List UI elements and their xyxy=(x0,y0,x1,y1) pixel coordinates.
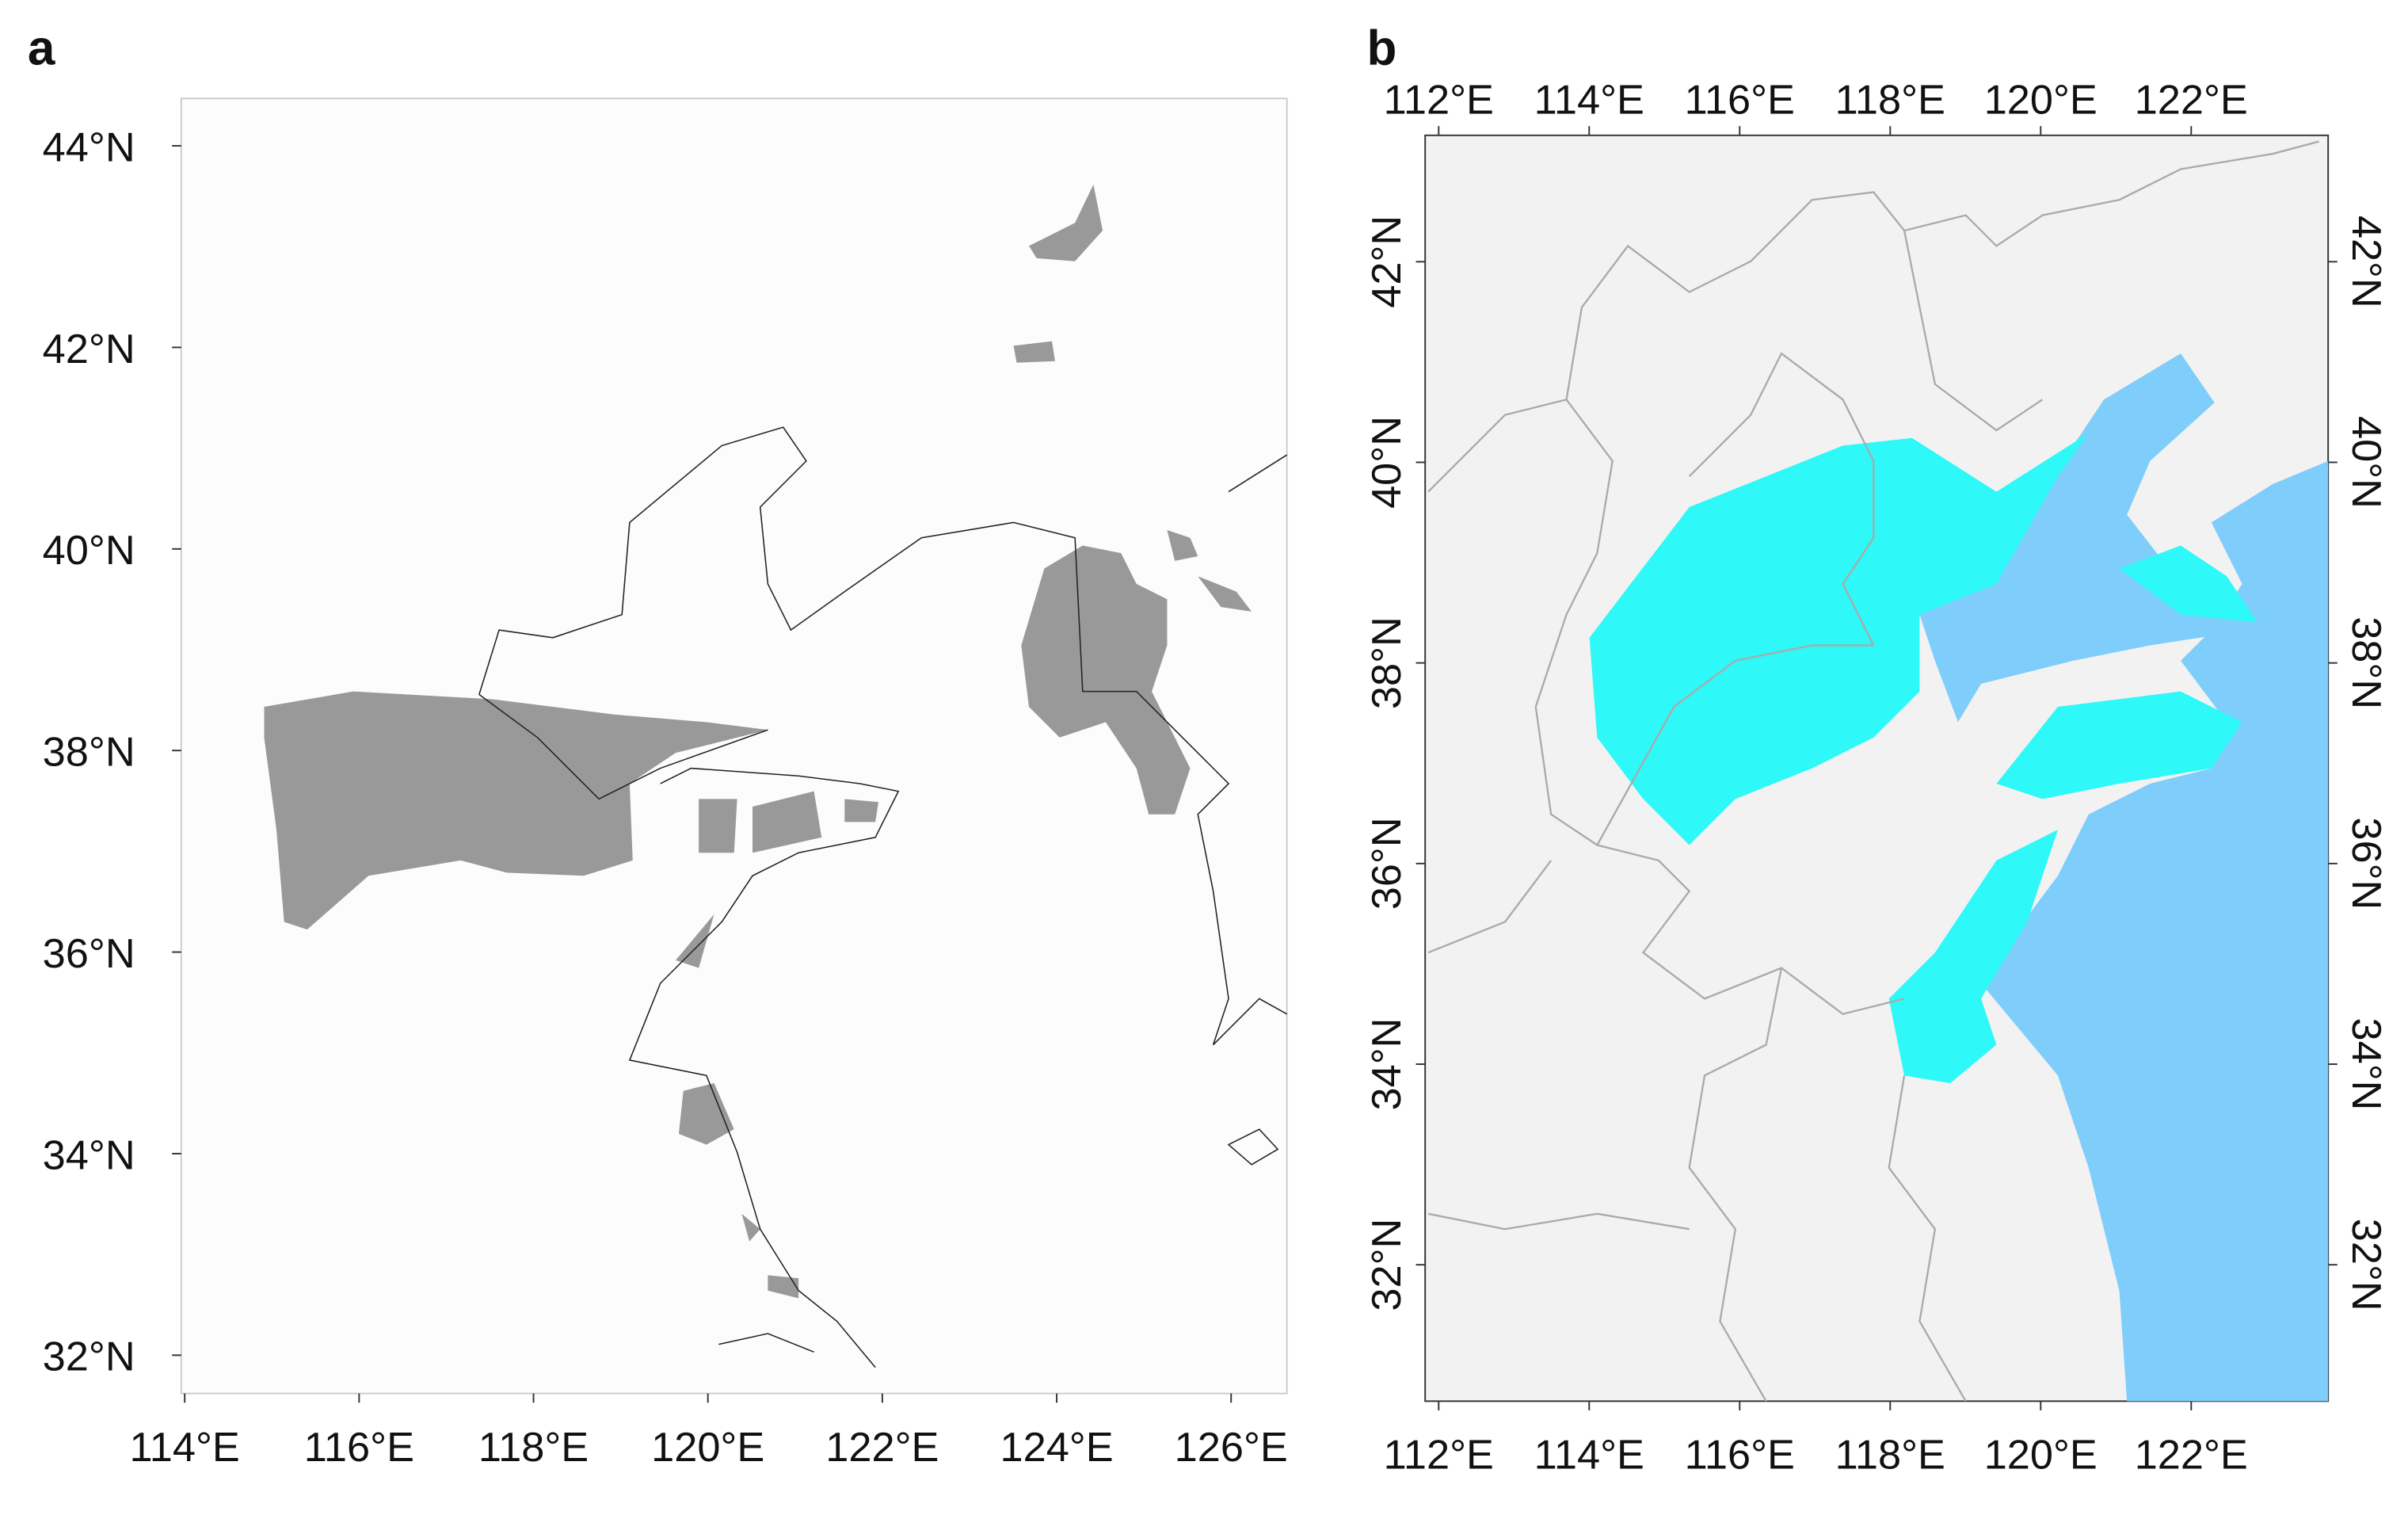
panel-label: b xyxy=(1367,21,1397,76)
y-tick-label: 32°N xyxy=(1364,1219,1410,1311)
x-tick-label: 120°E xyxy=(1984,78,2097,124)
province-borders xyxy=(1427,140,2319,1402)
x-tick-label: 116°E xyxy=(304,1425,414,1471)
y-tick-label: 36°N xyxy=(2343,817,2389,910)
y-tick-label: 32°N xyxy=(2343,1219,2389,1311)
y-tick-label: 40°N xyxy=(2343,416,2389,509)
y-tick-label: 44°N xyxy=(43,124,135,170)
shaded-regions xyxy=(1589,433,2258,1084)
x-tick-label: 118°E xyxy=(478,1425,589,1471)
x-tick-label: 118°E xyxy=(1835,1433,1945,1479)
y-tick-label: 38°N xyxy=(1364,616,1410,709)
x-tick-label: 114°E xyxy=(1534,78,1644,124)
y-tick-label: 38°N xyxy=(2343,616,2389,709)
sea xyxy=(1981,460,2329,1402)
x-tick-label: 122°E xyxy=(2135,1433,2248,1479)
x-tick-label: 114°E xyxy=(1534,1433,1644,1479)
x-tick-label: 112°E xyxy=(1384,1433,1494,1479)
y-tick-label: 36°N xyxy=(43,931,135,977)
x-tick-label: 120°E xyxy=(1984,1433,2097,1479)
panel-b xyxy=(1424,134,2330,1402)
y-tick-label: 40°N xyxy=(43,528,135,574)
panel-a xyxy=(180,97,1288,1395)
y-tick-label: 34°N xyxy=(2343,1018,2389,1111)
y-tick-label: 36°N xyxy=(1364,817,1410,910)
shaded-regions xyxy=(264,184,1252,1299)
panel-label: a xyxy=(28,21,55,76)
y-tick-label: 38°N xyxy=(43,730,135,776)
y-tick-label: 32°N xyxy=(43,1334,135,1380)
x-tick-label: 116°E xyxy=(1685,78,1795,124)
x-tick-label: 122°E xyxy=(825,1425,939,1471)
bohai-sea xyxy=(1919,353,2250,723)
y-tick-label: 34°N xyxy=(1364,1018,1410,1111)
x-tick-label: 114°E xyxy=(130,1425,240,1471)
coastline xyxy=(478,426,1288,1368)
x-tick-label: 116°E xyxy=(1685,1433,1795,1479)
y-tick-label: 42°N xyxy=(1364,216,1410,308)
x-tick-label: 112°E xyxy=(1384,78,1494,124)
y-tick-label: 40°N xyxy=(1364,416,1410,509)
x-tick-label: 124°E xyxy=(1000,1425,1113,1471)
x-tick-label: 120°E xyxy=(651,1425,764,1471)
x-tick-label: 118°E xyxy=(1835,78,1945,124)
x-tick-label: 126°E xyxy=(1175,1425,1288,1471)
y-tick-label: 42°N xyxy=(43,326,135,372)
x-tick-label: 122°E xyxy=(2135,78,2248,124)
y-tick-label: 34°N xyxy=(43,1132,135,1178)
y-tick-label: 42°N xyxy=(2343,216,2389,308)
